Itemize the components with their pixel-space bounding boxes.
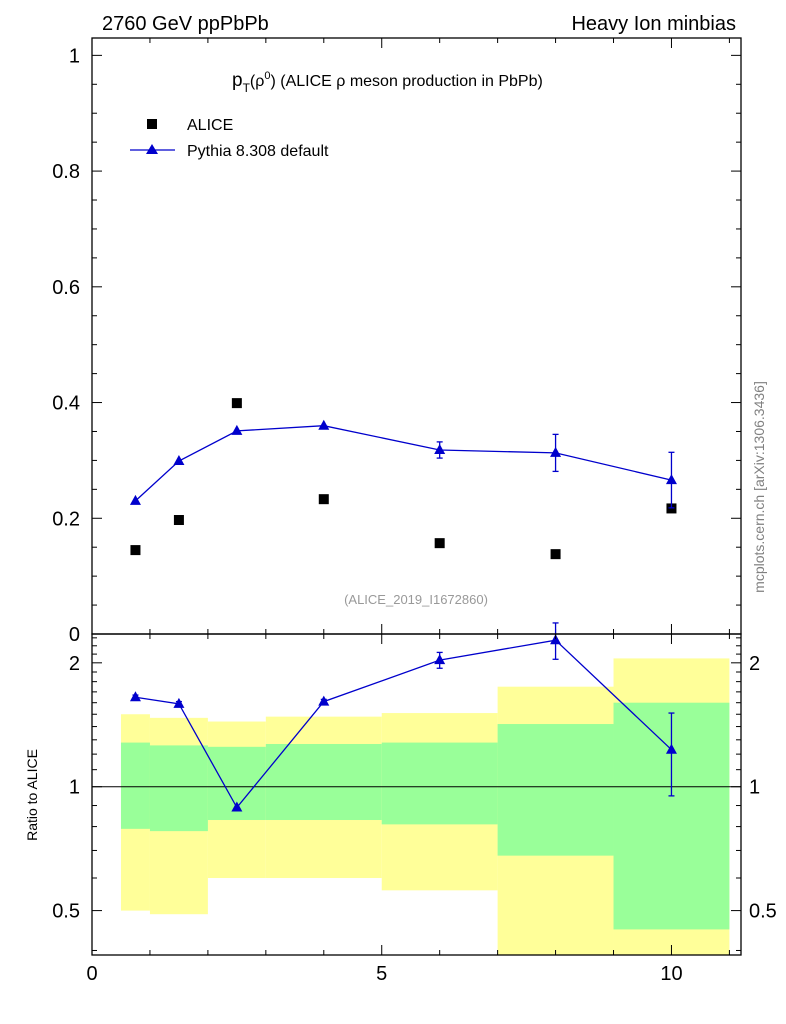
plot-title-sup: 0: [264, 70, 270, 82]
main-ytick-label-1: 0.2: [52, 508, 80, 530]
ratio-green-band-1: [149, 745, 208, 832]
mc-point-3: [318, 419, 330, 430]
ratio-point-6: [665, 743, 677, 754]
ratio-frame: [91, 633, 742, 956]
data-point-0: [130, 545, 141, 556]
ratio-panel: 0.5 0.5 1 1 2 2 0 5 10: [52, 622, 777, 985]
data-point-2: [231, 398, 242, 409]
ratio-ytick-label-right-2: 2: [749, 653, 760, 675]
ratio-green-band-4: [381, 742, 498, 825]
ratio-ytick-label-left-2: 2: [69, 653, 80, 675]
ratio-point-2: [231, 801, 243, 812]
data-point-4: [434, 538, 445, 549]
watermark: (ALICE_2019_I1672860): [344, 592, 488, 607]
mc-point-6: [665, 474, 677, 485]
main-ytick-label-0: 0: [69, 624, 80, 646]
mc-point-4: [434, 443, 446, 454]
ratio-point-0: [129, 691, 141, 702]
legend-mc-marker: [146, 144, 158, 154]
ratio-point-5: [550, 634, 562, 645]
mc-series-line: [135, 425, 672, 502]
ratio-green-band-5: [497, 724, 614, 856]
xtick-label-2: 10: [660, 963, 682, 985]
ratio-ytick-label-right-1: 1: [749, 777, 760, 799]
side-label: mcplots.cern.ch [arXiv:1306.3436]: [751, 381, 767, 593]
ratio-point-1: [173, 697, 185, 708]
main-ytick-label-3: 0.6: [52, 277, 80, 299]
main-ytick-label-4: 0.8: [52, 161, 80, 183]
ratio-green-band-3: [265, 743, 382, 821]
legend-data-label: ALICE: [187, 117, 233, 134]
main-panel: 0 0.2 0.4 0.6 0.8 1: [52, 37, 742, 646]
mc-point-2: [231, 424, 243, 435]
mc-point-1: [173, 454, 185, 465]
legend-mc-label: Pythia 8.308 default: [187, 143, 329, 160]
plot-title-sub: T: [243, 81, 251, 95]
header-left: 2760 GeV ppPbPb: [102, 13, 269, 35]
data-point-5: [550, 549, 561, 560]
ratio-ytick-label-left-1: 1: [69, 777, 80, 799]
data-point-3: [318, 494, 329, 505]
ratio-green-band-0: [120, 742, 150, 829]
main-ytick-label-5: 1: [69, 45, 80, 67]
plot-title-rest-pre: (ρ: [250, 73, 264, 90]
plot-title: pT(ρ0) (ALICE ρ meson production in PbPb…: [232, 70, 543, 95]
header-right: Heavy Ion minbias: [571, 13, 736, 35]
xtick-label-1: 5: [376, 963, 387, 985]
plot-title-rest-post: ) (ALICE ρ meson production in PbPb): [270, 73, 542, 90]
ratio-ytick-label-right-0: 0.5: [749, 901, 777, 923]
mc-point-5: [550, 446, 562, 457]
ratio-ylabel: Ratio to ALICE: [24, 749, 40, 841]
mc-point-0: [129, 494, 141, 505]
legend-data-marker: [147, 119, 157, 129]
ratio-point-4: [434, 654, 446, 665]
ratio-ytick-label-left-0: 0.5: [52, 901, 80, 923]
main-ytick-label-2: 0.4: [52, 393, 80, 415]
data-point-1: [173, 515, 184, 526]
ratio-point-3: [318, 695, 330, 706]
xtick-label-0: 0: [86, 963, 97, 985]
plot-title-main: p: [232, 70, 243, 91]
